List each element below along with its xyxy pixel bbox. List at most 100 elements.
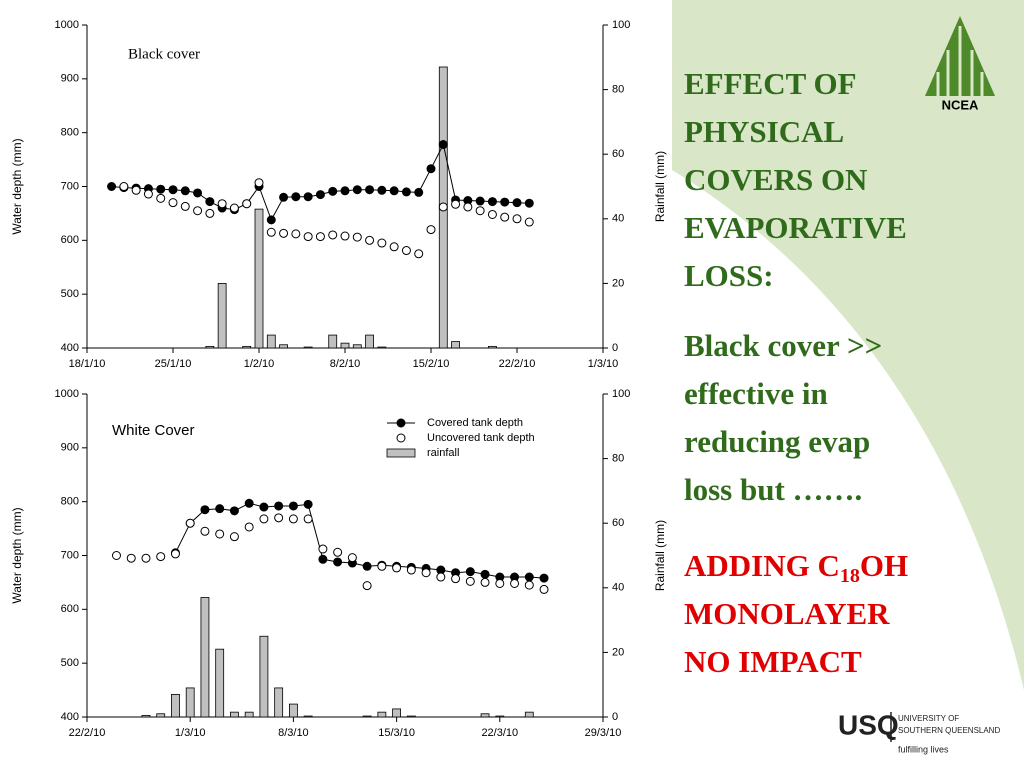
marker bbox=[244, 498, 254, 508]
bar bbox=[200, 597, 210, 718]
logo-text: NCEA bbox=[942, 97, 979, 112]
y2-axis-title: Rainfall (mm) bbox=[653, 520, 667, 591]
plot: 400 500 600 700 800 900 1000 0 20 40 60 80 100 18/1/1… bbox=[10, 19, 667, 370]
marker bbox=[156, 184, 166, 194]
marker bbox=[328, 230, 338, 240]
marker bbox=[107, 182, 117, 191]
marker bbox=[451, 199, 461, 209]
bar bbox=[451, 341, 460, 349]
marker bbox=[318, 554, 328, 564]
marker bbox=[303, 192, 313, 202]
marker bbox=[465, 576, 475, 586]
bar bbox=[259, 635, 269, 718]
bar bbox=[141, 714, 151, 718]
panel-red: ADDING C18OH MONOLAYER NO IMPACT bbox=[684, 542, 908, 686]
y2-axis-title: Rainfall (mm) bbox=[653, 151, 667, 222]
marker bbox=[143, 189, 153, 199]
marker bbox=[244, 522, 254, 532]
marker bbox=[168, 185, 178, 195]
marker bbox=[389, 186, 399, 196]
marker bbox=[318, 544, 328, 554]
marker bbox=[193, 188, 203, 198]
y-tick-label: 1000 bbox=[55, 19, 79, 31]
bar bbox=[279, 344, 288, 349]
marker bbox=[279, 192, 289, 202]
title-line: PHYSICAL bbox=[684, 114, 845, 149]
bar bbox=[288, 703, 298, 718]
marker bbox=[414, 249, 424, 259]
marker bbox=[119, 182, 129, 191]
marker bbox=[495, 578, 505, 588]
title-line: EFFECT OF bbox=[684, 66, 857, 101]
marker bbox=[539, 584, 549, 594]
x-tick-label: 8/3/10 bbox=[278, 727, 309, 739]
y2-tick-label: 40 bbox=[612, 213, 624, 225]
bar bbox=[406, 715, 416, 718]
marker bbox=[475, 206, 485, 216]
y-tick-label: 500 bbox=[61, 657, 79, 669]
bar bbox=[488, 345, 497, 349]
marker bbox=[180, 186, 190, 196]
bar bbox=[266, 334, 276, 349]
uni-text: UNIVERSITY OF bbox=[898, 714, 959, 723]
y2-tick-label: 20 bbox=[612, 277, 624, 289]
marker bbox=[200, 505, 210, 515]
y2-tick-label: 80 bbox=[612, 453, 624, 465]
marker bbox=[156, 552, 166, 562]
title-line: EVAPORATIVE bbox=[684, 210, 907, 245]
marker bbox=[217, 199, 227, 209]
marker bbox=[259, 502, 269, 512]
marker bbox=[229, 506, 239, 516]
marker bbox=[254, 178, 264, 188]
y-tick-label: 900 bbox=[61, 442, 79, 454]
body-line: reducing evap bbox=[684, 424, 871, 459]
x-tick-label: 22/2/10 bbox=[69, 727, 106, 739]
marker bbox=[377, 238, 387, 248]
marker bbox=[524, 580, 534, 590]
body-line: loss but ……. bbox=[684, 472, 863, 507]
marker bbox=[291, 192, 301, 202]
marker bbox=[414, 187, 424, 197]
y2-tick-label: 60 bbox=[612, 148, 624, 160]
y-tick-label: 800 bbox=[61, 127, 79, 139]
marker bbox=[340, 231, 350, 241]
marker bbox=[111, 551, 121, 560]
usq-text: USQ bbox=[838, 709, 899, 740]
annotation: White Cover bbox=[112, 422, 195, 439]
y-tick-label: 600 bbox=[61, 603, 79, 615]
marker bbox=[365, 235, 375, 245]
bar bbox=[362, 715, 372, 718]
marker bbox=[288, 501, 298, 511]
y2-tick-label: 100 bbox=[612, 19, 630, 31]
title-line: LOSS: bbox=[684, 258, 774, 293]
marker bbox=[377, 185, 387, 195]
legend-swatch bbox=[386, 448, 416, 458]
red-line: NO IMPACT bbox=[684, 644, 862, 679]
plot: 400 500 600 700 800 900 1000 0 20 40 60 80 100 22/2/1… bbox=[10, 388, 667, 739]
marker bbox=[288, 514, 298, 524]
bar bbox=[377, 346, 387, 349]
marker bbox=[215, 529, 225, 539]
y2-tick-label: 40 bbox=[612, 582, 624, 594]
red-line: ADDING C18OH bbox=[684, 542, 908, 590]
marker bbox=[438, 202, 448, 212]
marker bbox=[377, 561, 387, 571]
bar bbox=[156, 713, 166, 718]
y-axis-title: Water depth (mm) bbox=[10, 507, 24, 603]
x-tick-label: 25/1/10 bbox=[155, 358, 192, 370]
marker bbox=[451, 574, 461, 584]
marker bbox=[266, 227, 276, 237]
marker bbox=[333, 557, 343, 567]
marker bbox=[242, 199, 252, 209]
logo-lines bbox=[936, 26, 984, 96]
bar bbox=[205, 345, 215, 349]
usq-logo: USQ UNIVERSITY OF SOUTHERN QUEENSLAND fu… bbox=[838, 709, 1000, 754]
x-tick-label: 22/2/10 bbox=[499, 358, 536, 370]
marker bbox=[524, 572, 534, 582]
body-line: effective in bbox=[684, 376, 828, 411]
bar bbox=[480, 713, 490, 718]
ncea-logo: NCEA bbox=[925, 16, 995, 112]
marker bbox=[480, 569, 490, 579]
marker bbox=[421, 568, 431, 578]
